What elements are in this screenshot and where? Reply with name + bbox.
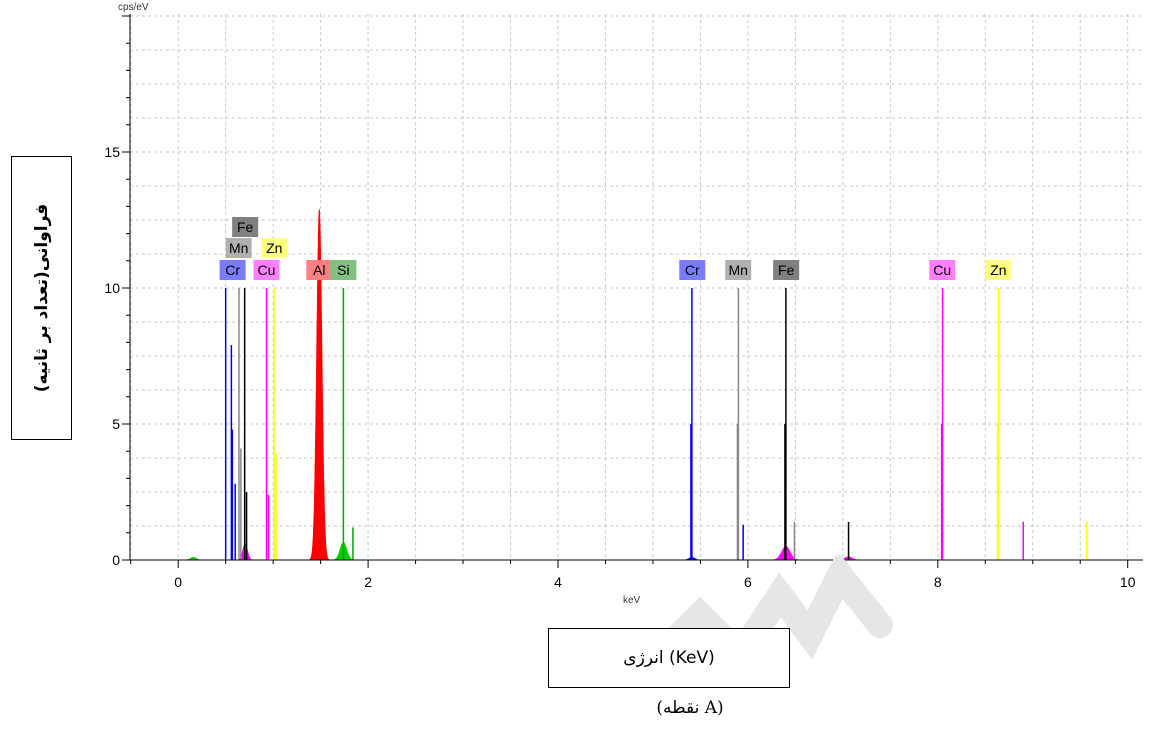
peak-label-Cu: Cu	[253, 260, 280, 280]
peak-label-box	[306, 260, 333, 280]
watermark	[637, 551, 900, 689]
peak-label-box	[985, 260, 1012, 280]
axes: 0 5 10 15 0 2 4 6 8 10	[104, 14, 1143, 590]
peak-label-box	[679, 260, 706, 280]
plot-area	[130, 14, 1143, 560]
y-tick-label: 15	[104, 144, 120, 160]
x-tick-label: 4	[554, 574, 562, 590]
peak-label-box	[261, 238, 288, 258]
peak-label-box	[219, 260, 246, 280]
peak-label-Mn: Mn	[725, 260, 752, 280]
peak-label-Cr: Cr	[219, 260, 246, 280]
peak-label-box	[773, 260, 800, 280]
y-axis-label-box: فراوانی(تعداد بر ثانیه)	[11, 156, 72, 440]
peak-label-box	[225, 238, 252, 258]
x-tick-label: 2	[364, 574, 372, 590]
peak-label-Cu: Cu	[929, 260, 956, 280]
marker-lines	[224, 288, 1088, 560]
peak-labels: Fe Mn Zn Cr Cu Al Si Cr Mn Fe Cu Zn	[219, 217, 1012, 280]
peak-label-Fe: Fe	[232, 217, 259, 237]
peak-label-text: Mn	[229, 240, 248, 256]
peak-label-text: Cr	[685, 262, 700, 278]
y-unit-label: cps/eV	[118, 2, 149, 13]
peak-label-text: Zn	[266, 240, 282, 256]
figure-caption: (نقطه A)	[656, 698, 724, 718]
peak-label-box	[330, 260, 357, 280]
peak-label-text: Al	[313, 262, 325, 278]
peak-label-Al: Al	[306, 260, 333, 280]
peak-label-Zn: Zn	[261, 238, 288, 258]
peak-label-Si: Si	[330, 260, 357, 280]
peak-label-Zn: Zn	[985, 260, 1012, 280]
peak-Al	[308, 209, 331, 561]
peak-label-text: Mn	[728, 262, 747, 278]
grid	[130, 14, 1143, 560]
peak-label-text: Cr	[225, 262, 240, 278]
x-tick-label: 10	[1120, 574, 1136, 590]
peak-label-text: Cu	[258, 262, 276, 278]
peak-label-text: Fe	[237, 219, 254, 235]
peak-label-box	[232, 217, 259, 237]
peak-label-Fe: Fe	[773, 260, 800, 280]
x-axis-label: انرژی (KeV)	[623, 648, 715, 668]
peak-label-box	[929, 260, 956, 280]
x-axis-label-box: انرژی (KeV)	[548, 628, 790, 688]
peak-label-text: Fe	[778, 262, 795, 278]
x-tick-label: 0	[174, 574, 182, 590]
peak-label-Mn: Mn	[225, 238, 252, 258]
y-tick-label: 0	[112, 552, 120, 568]
peak-label-text: Zn	[990, 262, 1006, 278]
peak-label-text: Si	[337, 262, 349, 278]
peak-label-text: Cu	[933, 262, 951, 278]
peak-label-box	[725, 260, 752, 280]
x-tick-label: 8	[934, 574, 942, 590]
peak-label-box	[253, 260, 280, 280]
x-tick-label: 6	[744, 574, 752, 590]
y-tick-label: 5	[112, 416, 120, 432]
y-axis-label: فراوانی(تعداد بر ثانیه)	[31, 203, 52, 393]
y-tick-label: 10	[104, 280, 120, 296]
peak-label-Cr: Cr	[679, 260, 706, 280]
x-unit-label: keV	[623, 595, 641, 606]
